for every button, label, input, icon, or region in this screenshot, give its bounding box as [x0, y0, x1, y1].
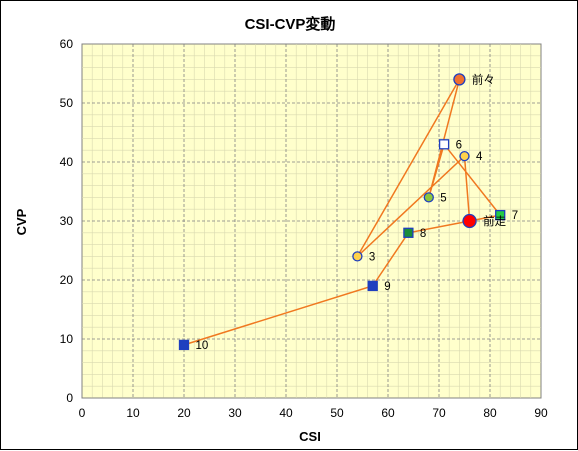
x-tick-label: 40 — [279, 406, 293, 420]
x-tick-label: 0 — [79, 406, 86, 420]
point-label-4: 4 — [476, 151, 483, 163]
point-label-10: 10 — [196, 340, 209, 352]
y-tick-label: 20 — [60, 273, 74, 287]
x-tick-label: 30 — [228, 406, 242, 420]
point-label-前々: 前々 — [472, 72, 495, 86]
point-label-9: 9 — [384, 281, 390, 293]
point-marker-前走 — [462, 213, 477, 229]
point-marker-6 — [438, 139, 450, 150]
y-tick-label: 30 — [60, 214, 74, 228]
y-axis-label: CVP — [14, 208, 29, 235]
x-tick-label: 80 — [483, 406, 497, 420]
point-marker-5 — [423, 192, 434, 203]
data-points — [178, 73, 506, 351]
x-tick-label: 50 — [330, 406, 344, 420]
point-marker-8 — [403, 227, 414, 238]
x-tick-label: 20 — [177, 406, 191, 420]
chart-title: CSI-CVP変動 — [245, 15, 336, 33]
point-marker-7 — [495, 209, 506, 221]
point-label-前走: 前走 — [483, 214, 506, 228]
y-tick-label: 50 — [60, 96, 74, 110]
y-tick-label: 0 — [66, 391, 73, 405]
point-marker-10 — [178, 339, 190, 351]
y-tick-label: 10 — [60, 332, 74, 346]
grid-lines — [81, 43, 542, 399]
x-tick-label: 90 — [534, 406, 548, 420]
x-tick-label: 10 — [126, 406, 140, 420]
point-label-6: 6 — [456, 139, 462, 151]
point-label-8: 8 — [420, 228, 426, 240]
axis-ticks: 0 10 20 30 40 50 60 70 80 90 0 10 20 30 40 50 60 — [60, 37, 548, 420]
point-label-3: 3 — [369, 251, 375, 263]
x-tick-label: 60 — [381, 406, 395, 420]
point-marker-前々 — [453, 73, 466, 86]
point-marker-9 — [367, 280, 378, 292]
x-tick-label: 70 — [432, 406, 446, 420]
point-marker-4 — [459, 150, 470, 162]
point-label-7: 7 — [512, 210, 518, 222]
y-tick-label: 40 — [60, 155, 74, 169]
point-label-5: 5 — [440, 192, 446, 204]
y-tick-label: 60 — [60, 37, 74, 51]
point-marker-3 — [352, 251, 363, 262]
x-axis-label: CSI — [299, 429, 321, 444]
